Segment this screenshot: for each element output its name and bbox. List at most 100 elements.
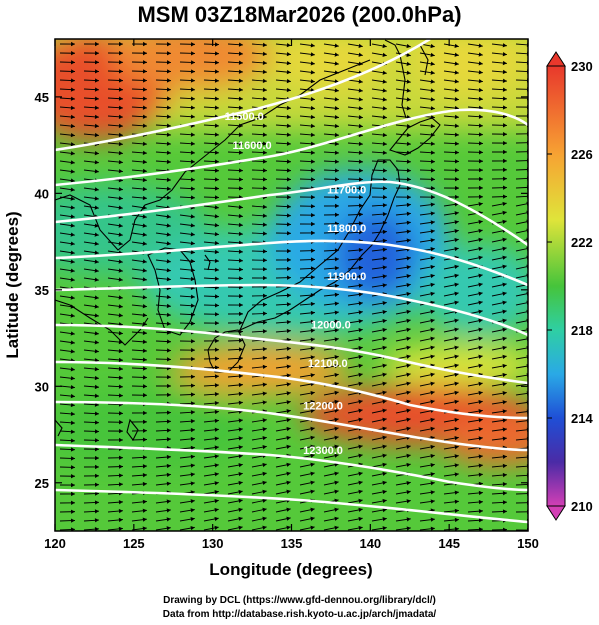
wind-arrowhead xyxy=(430,97,435,102)
wind-arrowhead xyxy=(70,349,75,354)
wind-arrowhead xyxy=(382,168,387,173)
wind-arrowhead xyxy=(166,195,171,200)
wind-arrowhead xyxy=(335,195,339,200)
wind-arrowhead xyxy=(238,276,243,281)
wind-arrow xyxy=(515,456,528,459)
wind-arrowhead xyxy=(142,241,147,246)
wind-arrowhead xyxy=(238,87,243,92)
wind-arrowhead xyxy=(430,444,435,450)
wind-arrowhead xyxy=(334,150,339,155)
wind-arrowhead xyxy=(166,357,171,362)
wind-arrowhead xyxy=(142,339,147,344)
wind-arrowhead xyxy=(478,237,483,243)
colorbar-bottom-triangle xyxy=(546,505,566,521)
wind-arrowhead xyxy=(406,327,411,332)
wind-arrowhead xyxy=(286,231,291,236)
wind-arrowhead xyxy=(190,223,195,228)
wind-arrowhead xyxy=(358,489,363,494)
wind-arrowhead xyxy=(94,366,99,372)
wind-arrowhead xyxy=(118,223,123,228)
wind-arrowhead xyxy=(214,186,219,191)
wind-arrowhead xyxy=(358,310,363,315)
wind-arrowhead xyxy=(430,202,435,207)
wind-arrowhead xyxy=(214,454,219,459)
wind-arrowhead xyxy=(382,238,387,243)
wind-arrowhead xyxy=(310,150,315,155)
wind-arrowhead xyxy=(311,230,315,236)
wind-arrowhead xyxy=(94,429,99,434)
wind-arrowhead xyxy=(238,69,243,74)
wind-arrowhead xyxy=(406,70,411,75)
wind-arrowhead xyxy=(358,444,363,449)
wind-arrowhead xyxy=(238,168,243,173)
wind-arrowhead xyxy=(238,471,243,477)
wind-arrowhead xyxy=(238,213,243,219)
wind-arrowhead xyxy=(262,525,267,530)
wind-arrowhead xyxy=(262,186,267,191)
wind-arrowhead xyxy=(94,527,99,531)
wind-arrowhead xyxy=(382,52,387,58)
wind-arrowhead xyxy=(406,453,411,459)
wind-arrowhead xyxy=(454,97,459,102)
wind-arrowhead xyxy=(262,462,267,468)
wind-arrowhead xyxy=(94,313,99,318)
y-tick-label: 30 xyxy=(35,379,49,394)
wind-arrowhead xyxy=(190,69,195,74)
wind-arrowhead xyxy=(142,87,147,92)
wind-arrowhead xyxy=(71,482,75,488)
wind-arrowhead xyxy=(118,526,123,531)
wind-arrowhead xyxy=(334,106,339,111)
wind-arrowhead xyxy=(310,525,315,530)
wind-arrowhead xyxy=(262,364,267,370)
wind-arrowhead xyxy=(214,356,219,361)
wind-arrowhead xyxy=(166,241,171,246)
wind-arrowhead xyxy=(143,41,147,47)
wind-arrowhead xyxy=(430,345,435,350)
wind-arrowhead xyxy=(70,114,75,120)
wind-arrowhead xyxy=(70,340,75,345)
wind-arrowhead xyxy=(358,247,363,253)
wind-arrowhead xyxy=(406,79,411,84)
wind-arrowhead xyxy=(142,464,147,469)
wind-arrowhead xyxy=(142,223,147,228)
wind-arrowhead xyxy=(406,141,411,147)
wind-arrowhead xyxy=(118,168,123,174)
wind-arrowhead xyxy=(310,114,315,120)
wind-arrowhead xyxy=(118,411,123,416)
wind-arrowhead xyxy=(214,132,219,137)
wind-arrowhead xyxy=(118,87,123,92)
wind-arrowhead xyxy=(478,79,483,84)
wind-arrowhead xyxy=(142,357,147,362)
wind-arrowhead xyxy=(382,70,387,75)
wind-arrowhead xyxy=(142,455,147,460)
wind-arrowhead xyxy=(118,295,123,300)
wind-arrowhead xyxy=(311,212,315,218)
wind-arrowhead xyxy=(502,255,507,260)
wind-arrowhead xyxy=(358,525,363,531)
wind-arrowhead xyxy=(358,417,363,422)
wind-arrowhead xyxy=(70,438,75,443)
wind-arrowhead xyxy=(262,480,267,485)
wind-arrowhead xyxy=(214,96,219,101)
wind-arrowhead xyxy=(190,472,195,477)
wind-arrowhead xyxy=(406,274,411,279)
wind-arrowhead xyxy=(214,78,219,83)
wind-arrowhead xyxy=(382,507,387,513)
wind-arrowhead xyxy=(406,61,411,66)
wind-arrowhead xyxy=(454,399,459,404)
wind-arrowhead xyxy=(286,435,291,441)
wind-arrowhead xyxy=(430,52,435,58)
wind-arrowhead xyxy=(406,265,411,270)
wind-arrow xyxy=(515,221,528,225)
wind-arrowhead xyxy=(454,381,459,386)
wind-arrowhead xyxy=(454,168,459,173)
wind-arrowhead xyxy=(166,463,171,469)
wind-arrowhead xyxy=(310,435,315,440)
wind-arrowhead xyxy=(70,205,75,210)
wind-arrowhead xyxy=(406,52,411,58)
wind-arrowhead xyxy=(334,257,339,262)
wind-arrowhead xyxy=(286,132,291,137)
wind-arrowhead xyxy=(406,354,411,359)
wind-arrowhead xyxy=(382,309,387,315)
wind-arrowhead xyxy=(190,177,195,182)
